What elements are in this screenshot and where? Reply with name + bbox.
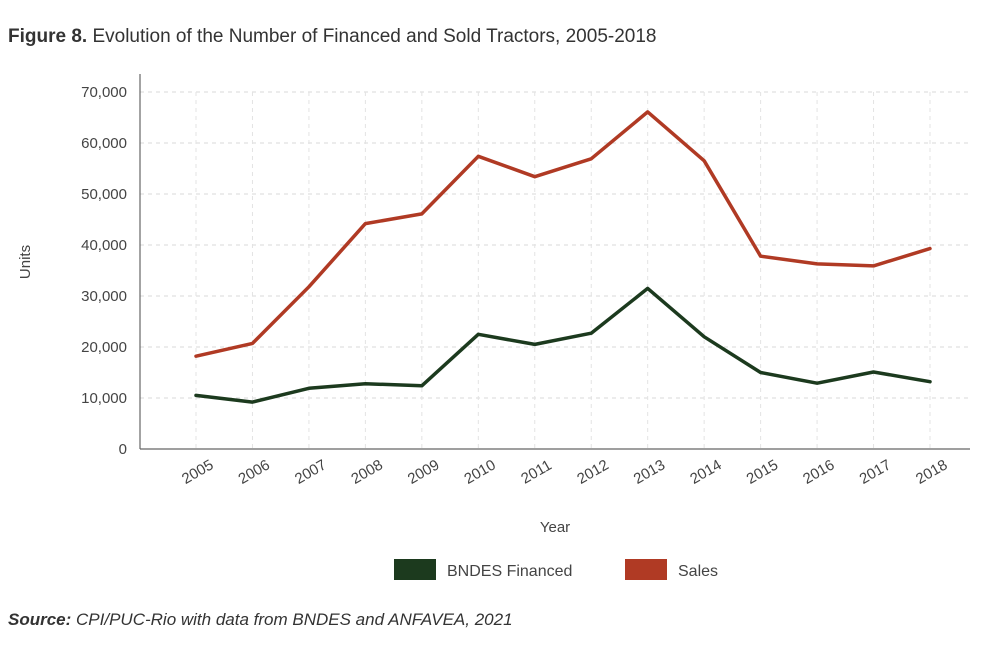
x-tick-label: 2008 (348, 456, 385, 487)
figure-title: Figure 8. Evolution of the Number of Fin… (8, 26, 656, 48)
source-note: Source: CPI/PUC-Rio with data from BNDES… (8, 610, 513, 630)
x-tick-label: 2012 (574, 456, 611, 487)
x-tick-label: 2011 (518, 457, 554, 488)
x-tick-label: 2013 (631, 456, 668, 487)
x-tick-label: 2005 (179, 456, 216, 487)
y-axis-title: Units (17, 245, 34, 279)
x-tick-label: 2010 (461, 456, 498, 487)
y-tick-label: 40,000 (81, 237, 127, 254)
figure-label: Figure 8. (8, 26, 88, 47)
source-label: Source: (8, 610, 72, 629)
x-axis-title: Year (540, 519, 570, 536)
x-tick-label: 2016 (800, 456, 837, 487)
y-tick-label: 30,000 (81, 288, 127, 305)
legend: BNDES Financed Sales (394, 559, 718, 580)
x-tick-label: 2009 (405, 456, 442, 487)
y-tick-label: 60,000 (81, 135, 127, 152)
y-tick-label: 10,000 (81, 390, 127, 407)
series-lines (194, 110, 932, 404)
x-tick-label: 2015 (744, 456, 781, 487)
y-tick-label: 70,000 (81, 84, 127, 101)
y-tick-label: 0 (119, 441, 127, 458)
x-tick-label: 2018 (913, 456, 950, 487)
figure-title-text: Evolution of the Number of Financed and … (92, 26, 657, 47)
x-tick-label: 2014 (687, 456, 724, 487)
x-tick-label: 2006 (236, 456, 273, 487)
grid-lines (140, 91, 970, 449)
x-tick-label: 2007 (292, 456, 329, 487)
legend-label: Sales (678, 563, 718, 580)
x-tick-labels: 2005 2006 2007 2008 2009 2010 2011 2012 2013 2014… (179, 456, 950, 487)
series-line (194, 110, 932, 358)
legend-label: BNDES Financed (447, 563, 572, 580)
legend-swatch (394, 559, 436, 580)
series-line (194, 286, 932, 404)
y-tick-label: 50,000 (81, 186, 127, 203)
legend-swatch (625, 559, 667, 580)
y-tick-label: 20,000 (81, 339, 127, 356)
x-tick-label: 2017 (857, 456, 894, 487)
y-tick-labels: 0 10,000 20,000 30,000 40,000 50,000 60,000 70,… (81, 84, 127, 458)
source-text: CPI/PUC-Rio with data from BNDES and ANF… (76, 610, 513, 629)
axes (139, 74, 970, 450)
